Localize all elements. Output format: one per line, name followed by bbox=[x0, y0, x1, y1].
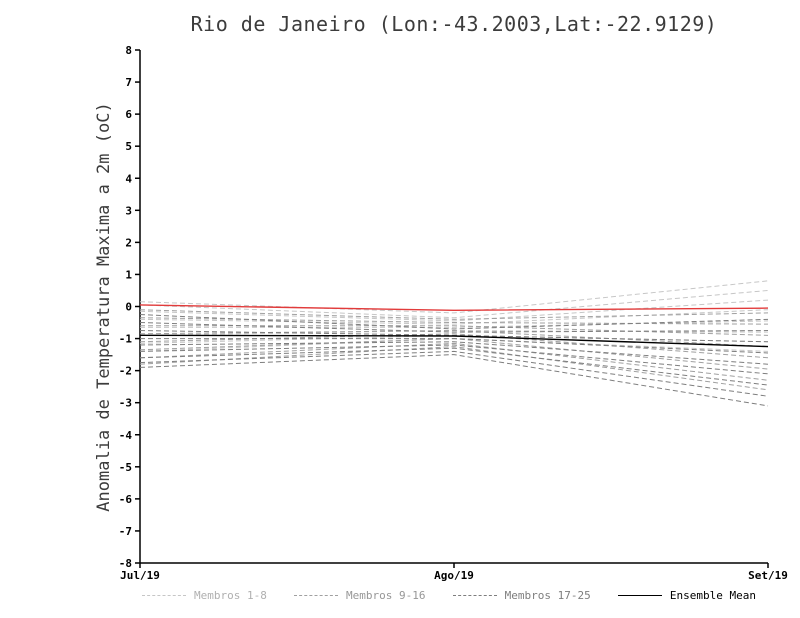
ensemble-member-line bbox=[139, 322, 769, 333]
ensemble-member-line bbox=[140, 338, 769, 354]
y-tick-label: 4 bbox=[125, 172, 132, 185]
ensemble-member-line bbox=[139, 350, 769, 397]
y-tick-label: 1 bbox=[125, 268, 132, 281]
ensemble-member-line bbox=[139, 309, 769, 320]
y-tick-label: 3 bbox=[125, 204, 132, 217]
y-tick-label: 6 bbox=[125, 108, 132, 121]
x-tick-label: Set/19 bbox=[748, 569, 788, 582]
legend-item-membros-1-8: Membros 1-8 bbox=[142, 589, 267, 602]
y-tick-label: -3 bbox=[119, 397, 132, 410]
ensemble-member-line bbox=[139, 309, 769, 325]
legend-line-swatch bbox=[617, 595, 662, 596]
legend-label: Ensemble Mean bbox=[669, 589, 756, 602]
legend-label: Membros 9-16 bbox=[346, 589, 426, 602]
y-tick-label: -8 bbox=[119, 557, 132, 570]
x-tick-label: Jul/19 bbox=[120, 569, 160, 582]
ensemble-member-line bbox=[139, 347, 769, 386]
ensemble-member-line bbox=[140, 320, 769, 328]
ensemble-member-line bbox=[139, 289, 769, 319]
legend-line-swatch bbox=[452, 595, 497, 596]
y-tick-label: 8 bbox=[125, 44, 132, 57]
x-tick-label: Ago/19 bbox=[434, 569, 474, 582]
ensemble-member-line bbox=[139, 330, 769, 348]
ensemble-member-line bbox=[139, 330, 769, 336]
ensemble-member-line bbox=[139, 346, 769, 391]
legend-line-swatch bbox=[142, 595, 186, 596]
legend-label: Membros 1-8 bbox=[194, 589, 267, 602]
y-tick-label: 0 bbox=[125, 301, 132, 314]
ensemble-member-line bbox=[139, 333, 769, 359]
legend-item-membros-9-16: Membros 9-16 bbox=[294, 589, 426, 602]
y-tick-label: -2 bbox=[119, 365, 132, 378]
ensemble-member-line bbox=[139, 314, 769, 330]
chart-title: Rio de Janeiro (Lon:-43.2003,Lat:-22.912… bbox=[190, 12, 718, 36]
y-tick-label: 2 bbox=[125, 236, 132, 249]
y-tick-label: -7 bbox=[119, 525, 132, 538]
red-reference-line bbox=[139, 304, 769, 312]
y-tick-label: -1 bbox=[119, 333, 133, 346]
legend-item-membros-17-25: Membros 17-25 bbox=[452, 589, 591, 602]
ensemble-member-line bbox=[139, 341, 769, 365]
y-tick-label: 7 bbox=[125, 76, 132, 89]
legend-label: Membros 17-25 bbox=[504, 589, 591, 602]
ensemble-member-line bbox=[139, 299, 769, 322]
ensemble-mean-line bbox=[139, 334, 769, 348]
y-tick-label: 5 bbox=[125, 140, 132, 153]
legend-item-ensemble-mean: Ensemble Mean bbox=[617, 589, 756, 602]
y-tick-label: -6 bbox=[119, 493, 133, 506]
chart-legend: Membros 1-8 Membros 9-16 Membros 17-25 E… bbox=[142, 589, 756, 602]
ensemble-member-line bbox=[139, 342, 769, 381]
ensemble-member-line bbox=[139, 354, 769, 407]
y-tick-label: -5 bbox=[119, 461, 132, 474]
ensemble-member-line bbox=[139, 344, 769, 375]
ensemble-member-line bbox=[139, 280, 769, 314]
y-tick-label: -4 bbox=[119, 429, 133, 442]
legend-line-swatch bbox=[294, 595, 339, 596]
